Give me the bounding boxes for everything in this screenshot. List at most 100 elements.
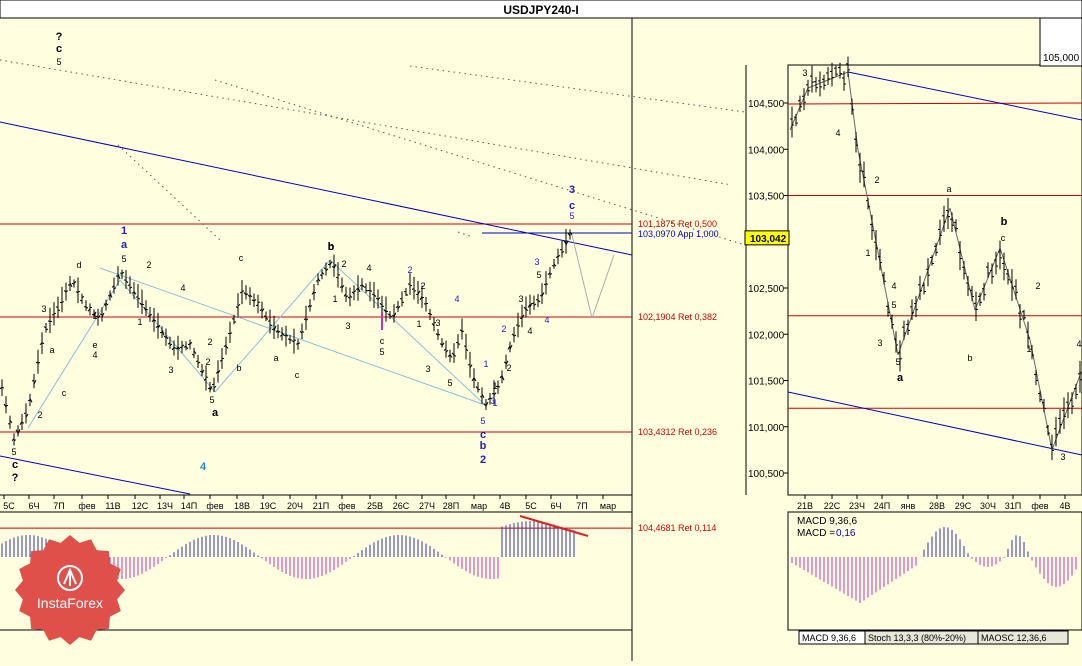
wave-label: 2 — [37, 410, 42, 420]
indicator-tab-label: Stoch 13,3,3 (80%-20%) — [868, 633, 966, 643]
price-bar-open — [56, 307, 58, 308]
wave-label: c — [12, 459, 18, 471]
wave-label: 2 — [420, 281, 425, 291]
price-axis-label: 104,000 — [748, 145, 785, 156]
fib-level-label: 104,4681 Ret 0,114 — [638, 523, 716, 533]
x-axis-label: 27Ч — [419, 501, 435, 511]
wave-label: 3 — [41, 304, 46, 314]
right-x-axis-label: 28В — [929, 501, 945, 511]
x-axis-label: 7П — [576, 501, 587, 511]
fib-level-label: 102,1904 Ret 0,382 — [638, 312, 717, 322]
right-x-axis-label: 21В — [797, 501, 813, 511]
x-axis-label: 26С — [393, 501, 410, 511]
right-wave-label: 4 — [835, 128, 840, 138]
price-axis-label: 102,000 — [748, 330, 785, 341]
right-x-axis-label: 24П — [874, 501, 890, 511]
price-axis-label: 101,000 — [748, 423, 785, 434]
wave-label: 2 — [407, 265, 412, 275]
wave-label: 2 — [146, 260, 151, 270]
price-axis-label: 104,500 — [748, 99, 785, 110]
wave-label: 4 — [92, 350, 97, 360]
price-axis-label: 100,500 — [748, 469, 785, 480]
x-axis-label: 11В — [105, 501, 120, 511]
x-axis-label: 7П — [53, 501, 64, 511]
wave-label: c — [380, 336, 385, 346]
price-bar-open — [408, 284, 410, 285]
wave-label: e — [92, 340, 97, 350]
wave-label: 5 — [56, 57, 61, 67]
right-price-panel — [788, 65, 1082, 495]
price-bar-open — [336, 277, 338, 278]
price-bar-close — [62, 302, 64, 303]
wave-label: 3 — [345, 321, 350, 331]
right-wave-label: 5 — [891, 300, 896, 310]
right-wave-label: b — [1001, 216, 1008, 228]
right-wave-label: 3 — [802, 68, 807, 78]
wave-label: 2 — [207, 337, 212, 347]
right-wave-label: 1 — [865, 248, 870, 258]
wave-label: 1 — [92, 311, 97, 321]
projection-label: 103,0970 App 1,000 — [638, 229, 719, 239]
wave-label: a — [49, 345, 54, 355]
wave-label: 5 — [121, 254, 126, 264]
macd-value-label: MACD = — [797, 528, 835, 539]
wave-label: 2 — [501, 324, 506, 334]
price-bar-open — [552, 266, 554, 267]
price-bar-close — [366, 290, 368, 291]
wave-label: 2 — [205, 357, 210, 367]
wave-label: b — [480, 440, 487, 452]
x-axis-label: 5С — [525, 501, 537, 511]
price-bar-close — [78, 291, 80, 292]
wave-label: 4 — [180, 283, 185, 293]
x-axis-label: 6Ч — [28, 501, 39, 511]
right-x-axis-label: 4В — [1059, 501, 1070, 511]
wave-label: 2 — [341, 259, 346, 269]
wave-label: 4 — [200, 461, 207, 473]
wave-label: 1 — [332, 294, 337, 304]
x-axis-label: 5С — [3, 501, 15, 511]
wave-label: a — [212, 407, 219, 419]
x-axis-label: 21П — [313, 501, 329, 511]
indicator-tab-label: MACD 9,36,6 — [802, 633, 856, 643]
wave-label: b — [236, 363, 241, 373]
wave-label: d — [76, 260, 81, 270]
x-axis-label: 25В — [367, 501, 383, 511]
price-bar-open — [208, 388, 210, 389]
right-x-axis-label: 31П — [1005, 501, 1021, 511]
price-bar-close — [146, 309, 148, 310]
instaforex-logo: InstaForex — [15, 535, 125, 645]
wave-label: 3 — [425, 364, 430, 374]
window-title: USDJPY240-I — [503, 3, 578, 17]
x-axis-label: 20Ч — [287, 501, 303, 511]
wave-label: ? — [12, 472, 19, 484]
wave-label: c — [239, 253, 244, 263]
price-bar-open — [212, 384, 214, 385]
x-axis-label: 28П — [443, 501, 459, 511]
wave-label: 4 — [527, 326, 532, 336]
x-axis-label: 12С — [132, 501, 149, 511]
right-wave-label: 4 — [1076, 339, 1081, 349]
right-wave-label: 2 — [874, 175, 879, 185]
right-x-axis-label: 29С — [955, 501, 972, 511]
price-bar-open — [480, 397, 482, 398]
price-bar-close — [154, 320, 156, 321]
price-axis-label: 101,500 — [748, 377, 785, 388]
right-wave-label: 3 — [877, 338, 882, 348]
price-bar-open — [256, 305, 258, 306]
x-axis-label: фев — [206, 501, 223, 511]
wave-label: 1 — [416, 319, 421, 329]
wave-label: a — [273, 353, 278, 363]
right-x-axis-label: 23Ч — [849, 501, 865, 511]
wave-label: 5 — [480, 416, 485, 426]
right-x-axis-label: 22С — [824, 501, 841, 511]
wave-label: 1 — [121, 225, 127, 237]
macd-value: 0,16 — [836, 528, 856, 539]
right-wave-label: 3 — [1060, 452, 1065, 462]
wave-label: 5 — [536, 270, 541, 280]
right-wave-label: a — [897, 372, 904, 384]
x-axis-label: мар — [600, 501, 616, 511]
price-bar-open — [376, 298, 378, 299]
fib-level-label: 103,4312 Ret 0,236 — [638, 427, 717, 437]
price-bar-close — [58, 310, 60, 311]
